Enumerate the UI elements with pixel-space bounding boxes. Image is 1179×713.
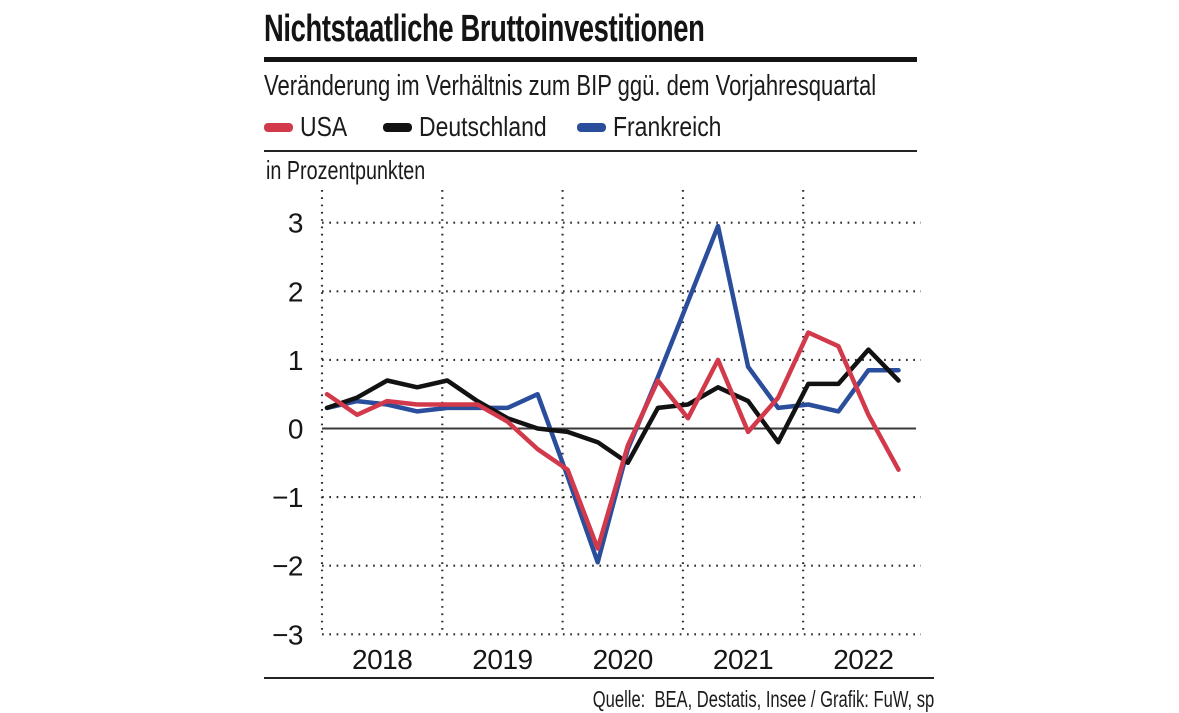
header-rule [264, 150, 917, 152]
y-tick-label-0: 0 [288, 414, 303, 445]
legend-label-frankreich: Frankreich [613, 111, 722, 142]
y-tick-label-1: 1 [288, 345, 303, 376]
x-tick-label-2022: 2022 [833, 644, 893, 675]
x-tick-label-2019: 2019 [472, 644, 532, 675]
source-credit: Quelle: BEA, Destatis, Insee / Grafik: F… [460, 686, 934, 713]
legend-swatch-frankreich [577, 123, 606, 132]
y-tick-label--3: −3 [272, 619, 303, 650]
title-underline [264, 57, 917, 62]
legend-label-usa: USA [300, 111, 348, 142]
y-axis-unit-note: in Prozentpunkten [266, 155, 476, 186]
y-axis-unit-note-text: in Prozentpunkten [266, 155, 426, 185]
y-tick-label-3: 3 [288, 208, 303, 239]
y-tick-label-2: 2 [288, 276, 303, 307]
chart-subtitle-text: Veränderung im Verhältnis zum BIP ggü. d… [264, 70, 877, 102]
page-title-text: Nichtstaatliche Bruttoinvestitionen [264, 8, 705, 50]
bottom-rule [264, 677, 934, 679]
legend-swatch-deutschland [383, 123, 412, 132]
y-tick-label--2: −2 [272, 551, 303, 582]
source-credit-text: Quelle: BEA, Destatis, Insee / Grafik: F… [592, 686, 934, 712]
chart-legend: USA Deutschland Frankreich [0, 111, 1179, 145]
chart-subtitle: Veränderung im Verhältnis zum BIP ggü. d… [264, 70, 1070, 103]
page-title: Nichtstaatliche Bruttoinvestitionen [264, 8, 876, 51]
x-tick-label-2018: 2018 [352, 644, 412, 675]
y-tick-label--1: −1 [272, 482, 303, 513]
series-line-frankreich [324, 223, 901, 565]
x-tick-label-2020: 2020 [593, 644, 653, 675]
legend-swatch-usa [264, 123, 293, 132]
legend-label-deutschland: Deutschland [419, 111, 547, 142]
series-line-usa [324, 330, 901, 551]
series-line-deutschland [324, 347, 901, 466]
x-tick-label-2021: 2021 [713, 644, 773, 675]
